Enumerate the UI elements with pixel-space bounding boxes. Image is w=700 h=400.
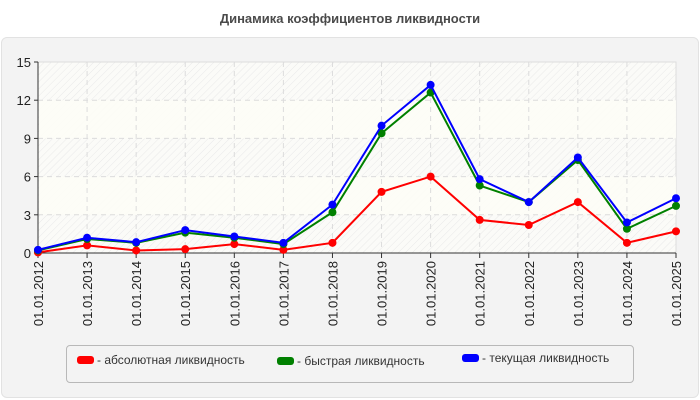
data-point <box>377 121 386 130</box>
x-tick-label: 01.01.2022 <box>522 261 537 326</box>
legend-label: - абсолютная ликвидность <box>97 353 245 367</box>
x-tick-label: 01.01.2013 <box>80 261 95 326</box>
data-point <box>230 232 239 241</box>
x-tick-label: 01.01.2019 <box>375 261 390 326</box>
data-point <box>34 245 42 254</box>
x-tick-label: 01.01.2012 <box>31 261 46 326</box>
data-point <box>622 218 631 227</box>
series-line <box>37 83 677 251</box>
data-point <box>573 153 582 162</box>
plot-area: 0 3 6 9 12 15 01.01.2012 01.01.2013 01.01.2014 01… <box>17 55 684 326</box>
data-point <box>279 238 288 247</box>
data-point <box>672 227 680 236</box>
x-tick-label: 01.01.2015 <box>178 261 193 326</box>
plot-band <box>39 100 676 139</box>
y-tick-label: 0 <box>24 246 31 261</box>
legend-swatch-red <box>77 356 94 364</box>
legend-item-current: - текущая ликвидность <box>462 351 609 365</box>
x-tick-label: 01.01.2024 <box>620 261 635 326</box>
y-tick-label: 9 <box>24 131 31 146</box>
data-point <box>377 187 386 196</box>
data-point <box>524 220 533 229</box>
data-point <box>83 233 92 242</box>
y-tick-label: 3 <box>24 208 31 223</box>
data-point <box>377 129 386 138</box>
data-point <box>328 200 337 209</box>
data-point <box>328 208 337 217</box>
x-tick-label: 01.01.2014 <box>129 261 144 326</box>
x-tick-label: 01.01.2023 <box>571 261 586 326</box>
y-tick-label: 6 <box>24 170 31 185</box>
plot-band <box>39 176 676 215</box>
x-tick-label: 01.01.2021 <box>473 261 488 326</box>
legend-item-quick: - быстрая ликвидность <box>277 354 425 368</box>
y-tick-label: 12 <box>17 93 31 108</box>
data-point <box>426 80 435 89</box>
x-tick-label: 01.01.2020 <box>424 261 439 326</box>
data-point <box>83 241 92 250</box>
data-point <box>279 245 288 254</box>
data-point <box>622 238 631 247</box>
data-point <box>132 246 141 255</box>
legend: - абсолютная ликвидность - быстрая ликви… <box>66 345 634 383</box>
data-point <box>426 172 435 181</box>
y-tick-label: 15 <box>17 55 31 70</box>
data-point <box>475 175 484 184</box>
x-tick-label: 01.01.2016 <box>227 261 242 326</box>
x-tick-label: 01.01.2018 <box>325 261 340 326</box>
legend-item-absolute: - абсолютная ликвидность <box>77 353 245 367</box>
data-point <box>524 198 533 207</box>
plot-background <box>37 61 677 254</box>
data-point <box>573 198 582 207</box>
data-point <box>230 240 239 249</box>
data-point <box>132 238 141 247</box>
data-point <box>475 181 484 190</box>
x-tick-label: 01.01.2025 <box>669 261 684 326</box>
legend-swatch-blue <box>462 354 479 362</box>
legend-label: - текущая ликвидность <box>482 351 610 365</box>
data-point <box>622 224 631 233</box>
data-point <box>181 226 190 235</box>
series-line <box>37 175 677 254</box>
data-point <box>328 238 337 247</box>
data-point <box>672 201 680 210</box>
legend-swatch-green <box>277 357 294 365</box>
data-point <box>475 215 484 224</box>
data-point <box>672 194 680 203</box>
legend-label: - быстрая ликвидность <box>297 354 425 368</box>
x-tick-label: 01.01.2017 <box>276 261 291 326</box>
data-point <box>181 245 190 254</box>
chart-title: Динамика коэффициентов ликвидности <box>219 11 481 26</box>
